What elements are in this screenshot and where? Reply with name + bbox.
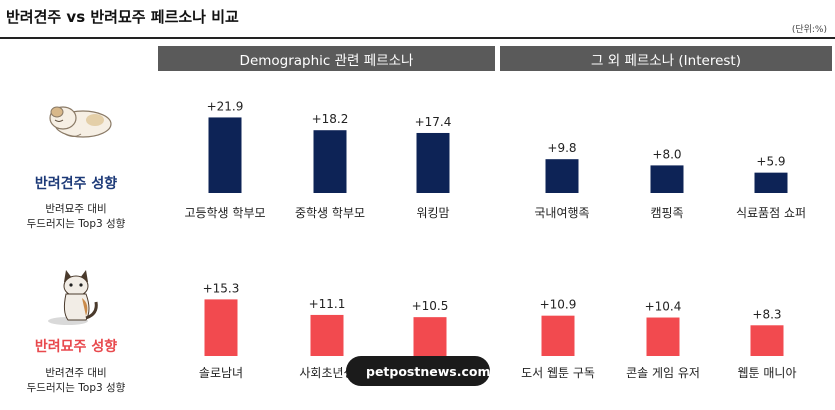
dog-category-label-0-1: 중학생 학부모 (295, 206, 365, 220)
cat-value-label-3-2: +8.3 (752, 307, 781, 321)
cat-category-label-2-1: 사회초년생 (299, 366, 354, 380)
cat-value-label-3-1: +10.4 (645, 300, 682, 314)
cat-bar-2-2 (413, 317, 447, 356)
title-divider (0, 37, 835, 39)
cat-bar-3-0 (541, 315, 575, 356)
watermark-badge: petpostnews.com (346, 356, 491, 386)
sleeping-dog-icon (45, 98, 115, 146)
cat-bar-3-1 (646, 317, 680, 356)
cat-value-label-2-1: +11.1 (309, 297, 346, 311)
dog-bar-1-2 (754, 172, 788, 193)
cat-category-label-3-0: 도서 웹툰 구독 (521, 366, 595, 380)
unit-note: (단위:%) (791, 25, 827, 35)
dog-persona-subtitle: 반려묘주 대비 두드러지는 Top3 성향 (0, 202, 152, 232)
dog-value-label-0-1: +18.2 (312, 112, 349, 126)
interest-section-header: 그 외 페르소나 (Interest) (500, 46, 832, 71)
cat-value-label-2-0: +15.3 (203, 281, 240, 295)
cat-category-label-3-1: 콘솔 게임 유저 (626, 366, 700, 380)
dog-value-label-0-0: +21.9 (207, 99, 244, 113)
cat-persona-subtitle: 반려견주 대비 두드러지는 Top3 성향 (0, 366, 152, 396)
cat-subtitle-line1: 반려견주 대비 (45, 367, 107, 379)
dog-bar-0-2 (416, 132, 450, 193)
demographic-section-header: Demographic 관련 페르소나 (158, 46, 495, 71)
dog-bar-1-0 (545, 159, 579, 193)
dog-category-label-0-2: 워킹맘 (416, 206, 449, 220)
page-title: 반려견주 vs 반려묘주 페르소나 비교 (6, 8, 239, 26)
cat-subtitle-line2: 두드러지는 Top3 성향 (26, 382, 126, 394)
dog-value-label-1-0: +9.8 (547, 141, 576, 155)
cat-bar-2-0 (204, 299, 238, 356)
dog-category-label-1-2: 식료품점 쇼퍼 (736, 206, 806, 220)
cat-value-label-3-0: +10.9 (540, 298, 577, 312)
dog-value-label-0-2: +17.4 (415, 115, 452, 129)
dog-category-label-1-0: 국내여행족 (534, 205, 589, 220)
dog-bar-1-1 (650, 165, 684, 193)
sitting-cat-icon (46, 268, 106, 330)
watermark-text: petpostnews.com (366, 363, 491, 379)
dog-bar-0-1 (313, 130, 347, 193)
cat-category-label-3-2: 웹툰 매니아 (737, 366, 796, 380)
dog-bar-0-0 (208, 117, 242, 193)
cat-bar-3-2 (750, 325, 784, 356)
dog-category-label-0-0: 고등학생 학부모 (184, 206, 265, 220)
cat-category-label-2-0: 솔로남녀 (199, 366, 243, 380)
dog-persona-title: 반려견주 성향 (34, 176, 118, 192)
cat-persona-title: 반려묘주 성향 (34, 339, 118, 355)
dog-category-label-1-1: 캠핑족 (650, 206, 683, 220)
cat-bar-2-1 (310, 314, 344, 356)
dog-subtitle-line1: 반려묘주 대비 (45, 203, 107, 215)
dog-value-label-1-2: +5.9 (756, 155, 785, 169)
dog-subtitle-line2: 두드러지는 Top3 성향 (26, 218, 126, 230)
dog-value-label-1-1: +8.0 (652, 147, 681, 161)
cat-value-label-2-2: +10.5 (412, 299, 449, 313)
